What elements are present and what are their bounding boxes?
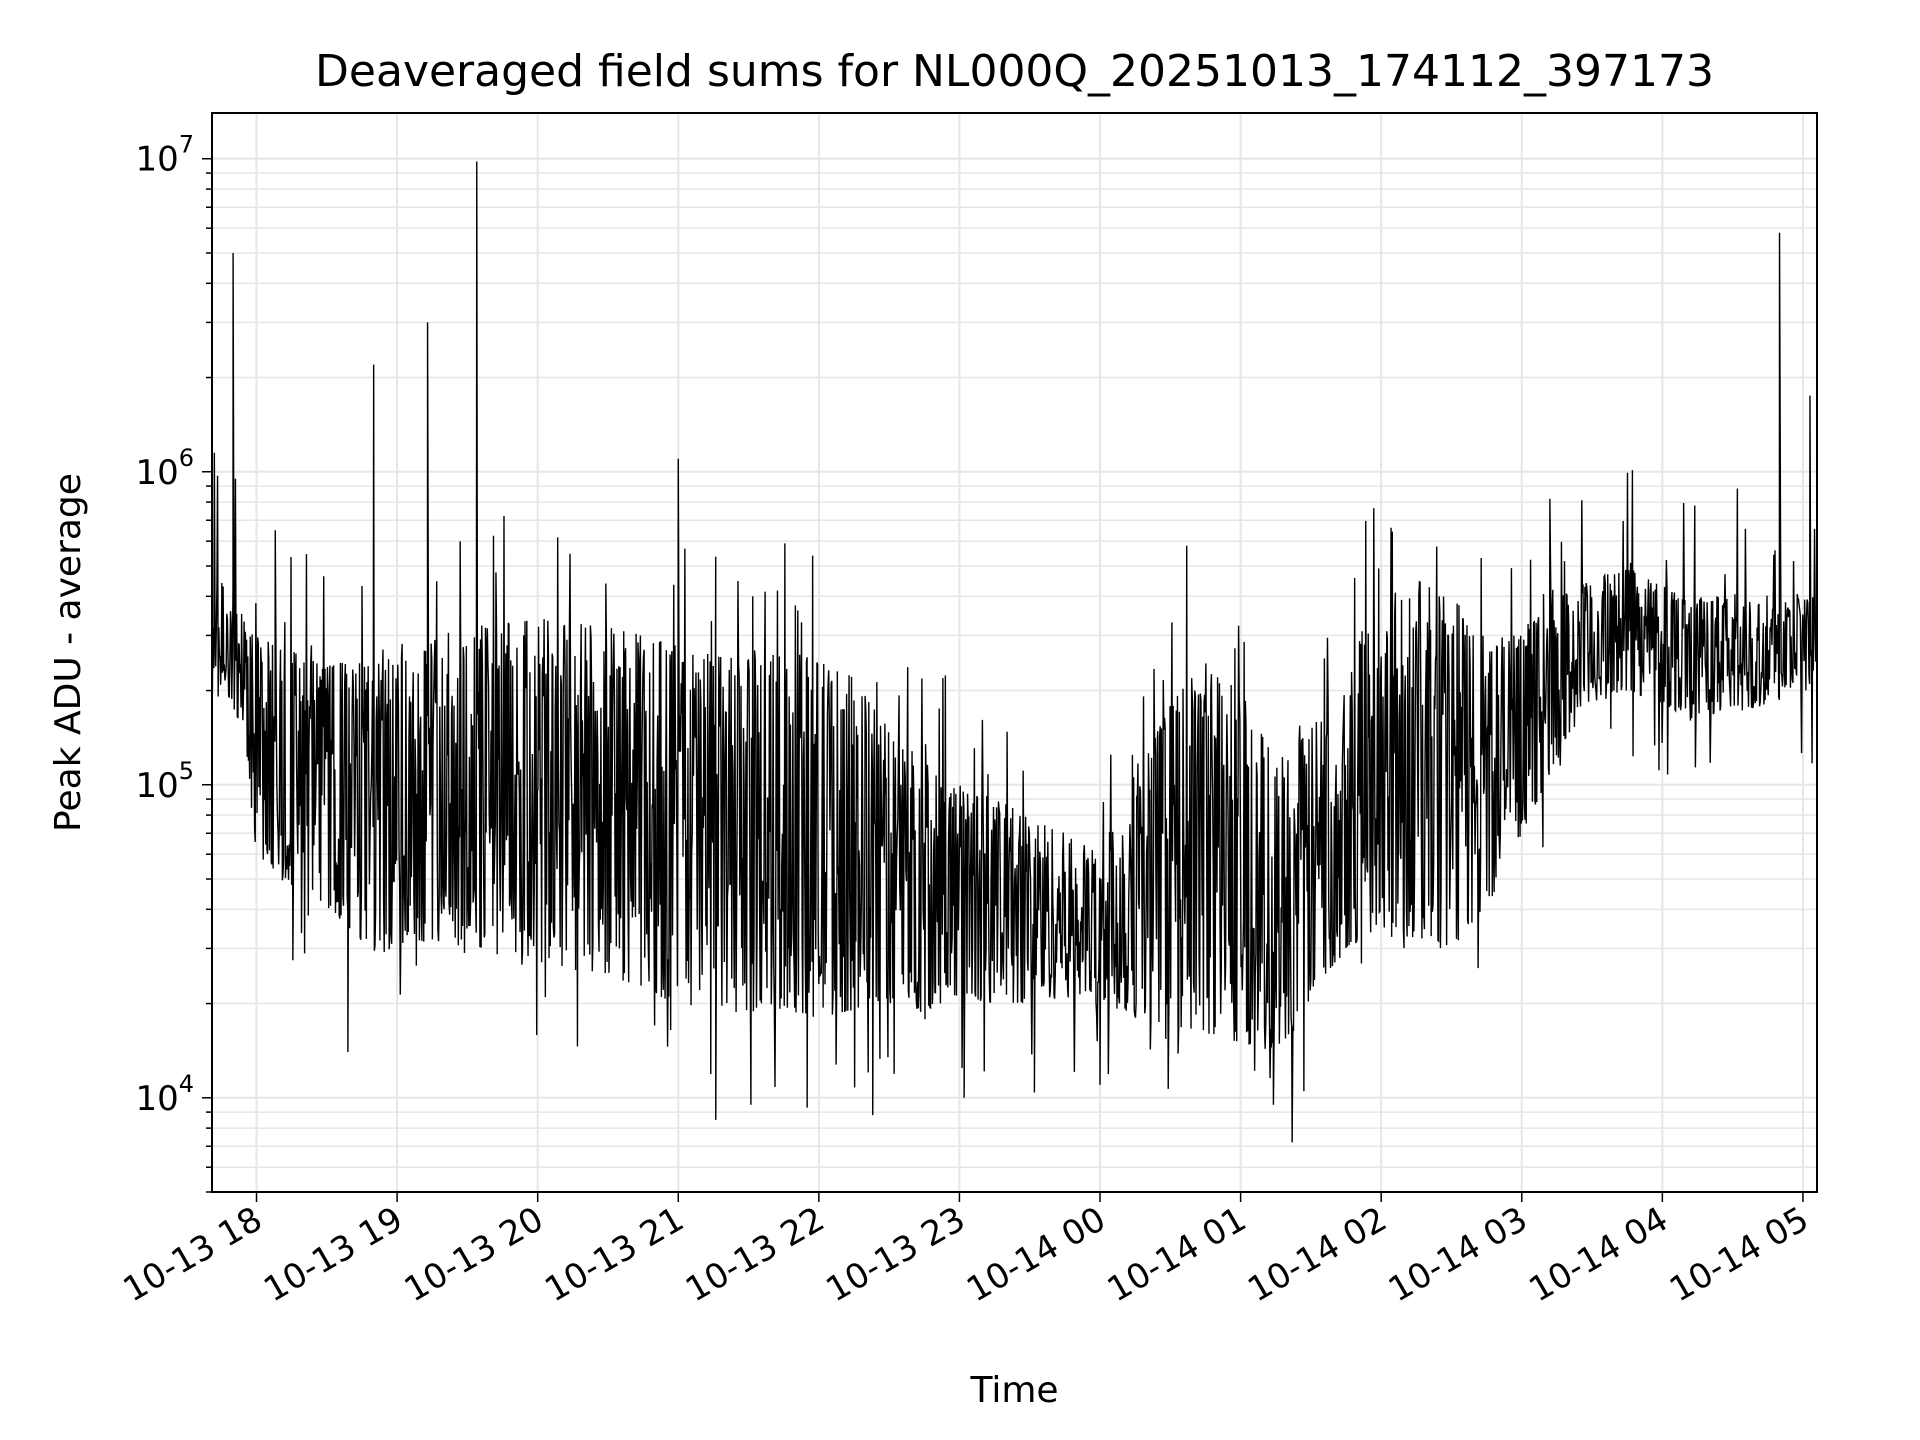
x-tick-label: 10-13 19 bbox=[257, 1199, 409, 1310]
y-axis: 104 105 106 107 bbox=[135, 131, 212, 1193]
grid bbox=[212, 113, 1817, 1193]
x-tick-label: 10-14 04 bbox=[1522, 1199, 1674, 1310]
y-tick-label: 105 bbox=[135, 757, 194, 806]
y-tick-label: 106 bbox=[135, 444, 194, 493]
x-tick-label: 10-14 01 bbox=[1101, 1199, 1253, 1310]
x-axis-label: Time bbox=[969, 1370, 1058, 1411]
x-tick-label: 10-14 00 bbox=[960, 1199, 1112, 1310]
chart-title: Deaveraged field sums for NL000Q_2025101… bbox=[315, 46, 1714, 97]
plot-frame bbox=[211, 112, 1818, 1193]
x-tick-label: 10-14 05 bbox=[1663, 1199, 1815, 1310]
series-line bbox=[211, 161, 1818, 1143]
x-tick-label: 10-13 23 bbox=[820, 1199, 972, 1310]
x-tick-label: 10-14 03 bbox=[1382, 1199, 1534, 1310]
data-series-trace bbox=[211, 161, 1818, 1143]
x-tick-label: 10-14 02 bbox=[1241, 1199, 1393, 1310]
x-tick-label: 10-13 22 bbox=[679, 1199, 831, 1310]
x-tick-label: 10-13 21 bbox=[538, 1199, 690, 1310]
y-tick-label: 107 bbox=[135, 131, 194, 180]
y-tick-label: 104 bbox=[135, 1070, 194, 1119]
x-tick-label: 10-13 18 bbox=[117, 1199, 269, 1310]
x-tick-label: 10-13 20 bbox=[398, 1199, 550, 1310]
y-axis-label: Peak ADU - average bbox=[48, 473, 89, 832]
